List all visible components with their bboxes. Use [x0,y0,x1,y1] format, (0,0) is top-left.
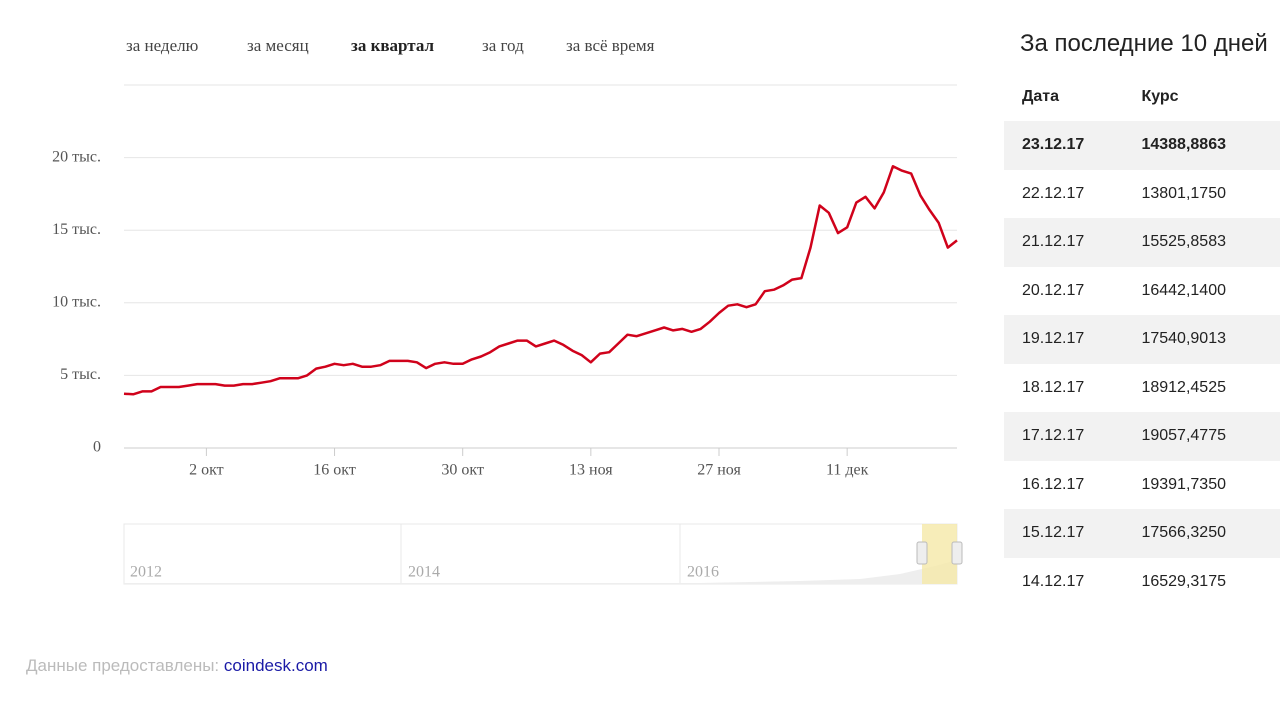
table-row: 20.12.17 16442,1400 -1 [1004,267,1280,316]
date-cell: 20.12.17 [1022,281,1085,299]
rate-cell: 16442,1400 [1141,281,1226,299]
y-tick-label: 15 тыс. [52,221,101,238]
rate-cell: 17566,3250 [1123,509,1277,558]
y-tick-label: 20 тыс. [52,148,101,165]
column-header: Курс [1141,88,1179,105]
rate-cell: 17540,9013 [1123,315,1277,364]
rate-cell: 16529,3175 [1141,572,1226,590]
change-cell: -9 [1276,218,1280,267]
change-cell: -3 [1276,412,1280,461]
table-header: Дата Курс И [1004,73,1280,121]
navigator-frame [123,523,958,585]
navigator-sparkline [124,560,957,584]
tab[interactable]: за квартал [351,36,434,55]
tab[interactable]: за неделю [126,36,199,55]
column-header: Дата [1022,88,1060,105]
chart: за неделю за месяц за квартал за год за всё … [52,36,963,585]
change-cell: 1 [1276,509,1280,558]
tab[interactable]: за всё время [566,36,655,55]
tab[interactable]: за год [482,36,524,55]
y-tick-label: 0 [93,439,101,456]
navigator-label: 2014 [408,564,440,581]
table-row: 18.12.17 18912,4525 -1 [1004,364,1280,413]
x-tick-label: 30 окт [441,462,484,479]
footer: Данные предоставлены: coindesk.com [26,656,328,676]
tab[interactable]: за месяц [247,36,309,55]
date-cell: 16.12.17 [1022,475,1085,493]
y-tick-label: 10 тыс. [52,293,101,310]
change-cell: -1 [1276,267,1280,316]
date-cell: 19.12.17 [1004,315,1124,364]
change-cell: -1 [1276,315,1280,364]
navigator-label: 2012 [130,564,162,581]
table-row: 14.12.17 16529,3175 1 [1004,558,1280,607]
footer-text: Данные предоставлены: [26,656,220,675]
table-row: 16.12.17 19391,7350 1 [1004,461,1280,510]
rate-cell: 15525,8583 [1123,218,1277,267]
change-cell: 1 [1276,558,1280,607]
table-title: За последние 10 дней [1020,30,1268,57]
date-cell: 23.12.17 [1004,121,1124,170]
recent-table-panel: За последние 10 дней ДатаКурсИ23.12.1714… [1004,0,1280,620]
rate-cell: 13801,1750 [1141,184,1226,202]
change-cell: -1 [1276,170,1280,219]
x-tick-label: 16 окт [313,462,356,479]
y-tick-label: 5 тыс. [60,366,101,383]
navigator-handle[interactable] [916,541,928,565]
rate-cell: 19391,7350 [1141,475,1226,493]
rate-cell: 14388,8863 [1123,121,1277,170]
navigator [123,523,963,585]
change-cell: -1 [1276,364,1280,413]
navigator-label: 2016 [687,564,719,581]
price-line [123,165,958,396]
date-cell: 14.12.17 [1022,572,1085,590]
change-cell: 5 [1276,121,1280,170]
rates-table: ДатаКурсИ23.12.1714388,8863522.12.171380… [1004,73,1280,606]
x-tick-label: 2 окт [189,462,224,479]
date-cell: 21.12.17 [1004,218,1124,267]
x-tick-label: 13 ноя [569,462,613,479]
source-link[interactable]: coindesk.com [223,656,328,675]
navigator-selection[interactable] [922,524,957,584]
column-header: И [1276,73,1280,121]
navigator-handle[interactable] [951,541,963,565]
x-tick-label: 27 ноя [697,462,741,479]
date-cell: 17.12.17 [1004,412,1124,461]
rate-cell: 18912,4525 [1141,378,1226,396]
rate-cell: 19057,4775 [1123,412,1277,461]
date-cell: 15.12.17 [1004,509,1124,558]
change-cell: 1 [1276,461,1280,510]
x-tick-label: 11 дек [826,462,869,479]
tabs: за неделю за месяц за квартал за год за всё … [126,36,655,55]
date-cell: 18.12.17 [1022,378,1085,396]
date-cell: 22.12.17 [1022,184,1085,202]
table-row: 22.12.17 13801,1750 -1 [1004,170,1280,219]
